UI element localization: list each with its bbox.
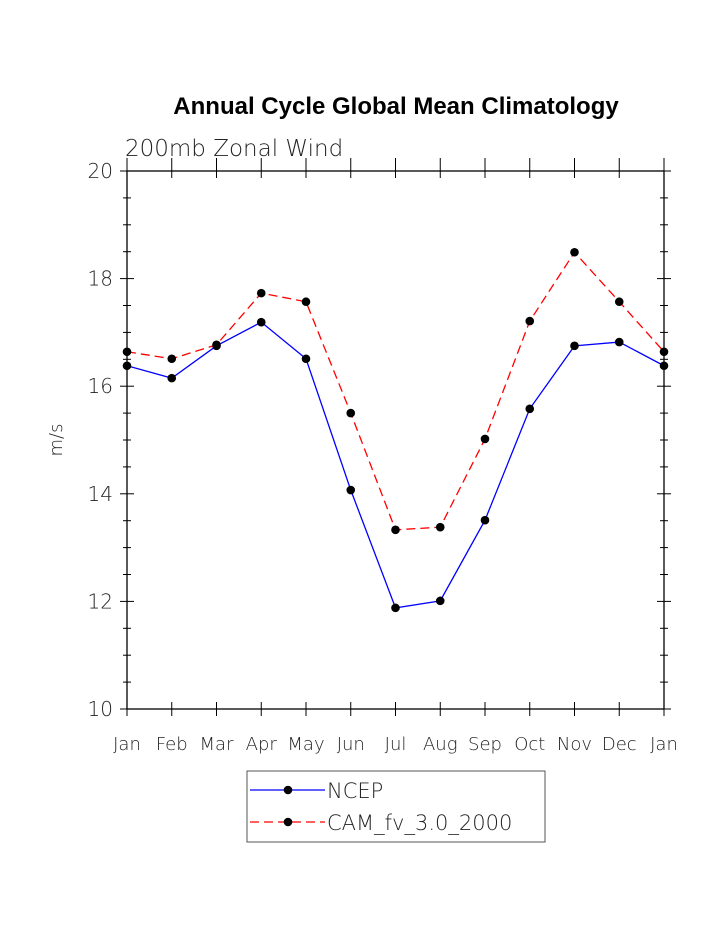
data-point bbox=[256, 317, 266, 327]
data-point bbox=[167, 354, 177, 364]
data-point bbox=[346, 408, 356, 418]
data-point bbox=[480, 434, 490, 444]
x-tick-label: Nov bbox=[557, 734, 592, 755]
plot-frame bbox=[126, 170, 665, 710]
x-tick-label: Jul bbox=[385, 734, 407, 755]
x-tick-label: Feb bbox=[156, 734, 188, 755]
data-point bbox=[391, 525, 400, 535]
legend-label: NCEP bbox=[327, 779, 383, 803]
data-point bbox=[167, 373, 177, 383]
data-point bbox=[525, 316, 535, 326]
series-line-NCEP bbox=[126, 321, 665, 609]
data-point bbox=[212, 340, 221, 350]
data-point bbox=[614, 297, 624, 307]
chart-title: Annual Cycle Global Mean Climatology bbox=[173, 93, 619, 120]
x-tick-label: Jan bbox=[650, 734, 678, 755]
data-point bbox=[659, 347, 669, 357]
x-tick-label: Mar bbox=[200, 734, 235, 755]
data-point bbox=[480, 515, 490, 525]
y-tick-label: 16 bbox=[88, 374, 113, 398]
data-point bbox=[570, 341, 579, 351]
data-point bbox=[301, 297, 311, 307]
x-tick-label: May bbox=[287, 734, 324, 755]
data-point bbox=[346, 485, 356, 495]
chart-subtitle: 200mb Zonal Wind bbox=[125, 136, 343, 162]
y-tick-label: 12 bbox=[88, 589, 113, 613]
data-point bbox=[122, 361, 132, 371]
data-point bbox=[435, 522, 445, 532]
data-point bbox=[301, 354, 311, 364]
data-point bbox=[256, 288, 266, 298]
legend-marker bbox=[283, 817, 293, 827]
x-tick-label: Dec bbox=[602, 734, 637, 755]
x-tick-label: Aug bbox=[423, 734, 458, 755]
y-tick-label: 14 bbox=[88, 482, 113, 506]
data-point bbox=[435, 596, 445, 606]
y-axis-label: m/s bbox=[46, 424, 67, 457]
y-tick-label: 20 bbox=[88, 159, 113, 183]
legend-box bbox=[246, 770, 546, 843]
data-point bbox=[659, 361, 669, 371]
data-point bbox=[525, 404, 535, 414]
legend: NCEP CAM_fv_3.0_2000 bbox=[246, 770, 546, 843]
x-tick-label: Sep bbox=[468, 734, 502, 755]
legend-marker bbox=[283, 785, 293, 795]
data-point bbox=[391, 603, 400, 613]
x-tick-label: Apr bbox=[246, 734, 278, 755]
data-point bbox=[570, 247, 579, 257]
data-point bbox=[614, 337, 624, 347]
legend-label: CAM_fv_3.0_2000 bbox=[327, 811, 512, 835]
x-tick-label: Oct bbox=[514, 734, 545, 755]
y-tick-label: 10 bbox=[88, 697, 113, 721]
data-point bbox=[122, 347, 132, 357]
x-tick-label: Jun bbox=[337, 734, 365, 755]
x-tick-label: Jan bbox=[113, 734, 141, 755]
series-line-CAM_fv_3.0_2000 bbox=[126, 251, 665, 531]
y-tick-label: 18 bbox=[88, 267, 113, 291]
